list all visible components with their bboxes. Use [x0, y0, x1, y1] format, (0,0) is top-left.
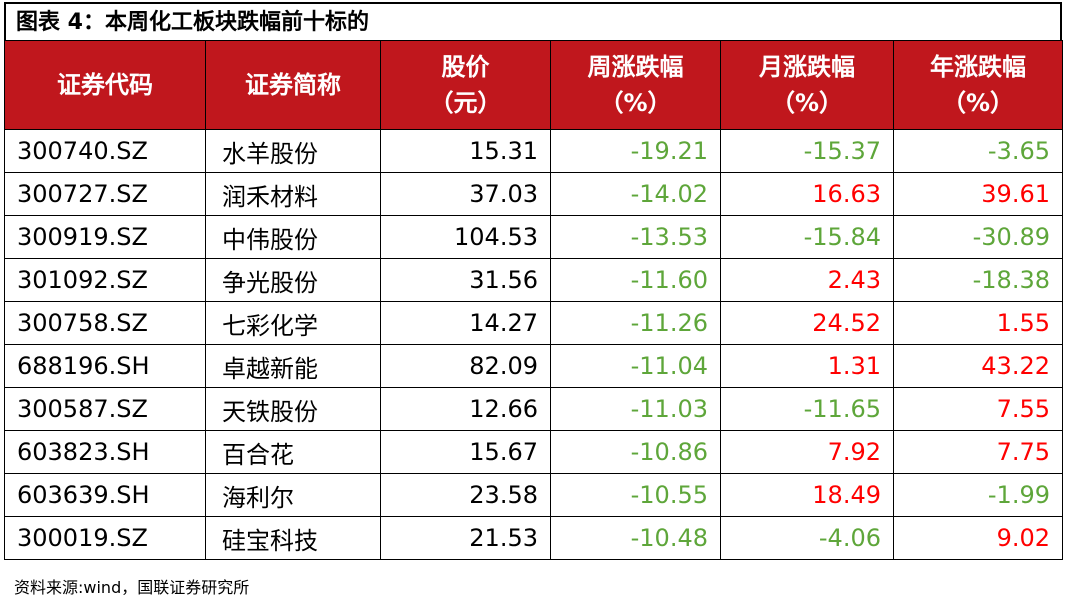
table-cell: 2.43: [721, 259, 894, 302]
table-row: 300587.SZ天铁股份12.66-11.03-11.657.55: [5, 388, 1063, 431]
table-cell: 15.67: [381, 431, 551, 474]
table-cell: 七彩化学: [206, 302, 381, 345]
table-cell: 43.22: [894, 345, 1063, 388]
table-cell: 7.92: [721, 431, 894, 474]
source-note: 资料来源:wind，国联证券研究所: [14, 574, 249, 598]
table-cell: 16.63: [721, 173, 894, 216]
table-row: 603823.SH百合花15.67-10.867.927.75: [5, 431, 1063, 474]
header-line: 证券简称: [206, 67, 380, 103]
table-cell: -15.84: [721, 216, 894, 259]
table-cell: -11.03: [551, 388, 721, 431]
table-cell: 7.55: [894, 388, 1063, 431]
table-cell: -11.04: [551, 345, 721, 388]
table-row: 300758.SZ七彩化学14.27-11.2624.521.55: [5, 302, 1063, 345]
header-line: 年涨跌幅: [894, 49, 1062, 85]
header-line: （%）: [551, 85, 720, 121]
table-cell: 18.49: [721, 474, 894, 517]
header-cell: 股价（元）: [381, 41, 551, 130]
header-line: （元）: [381, 85, 550, 121]
header-line: 证券代码: [5, 67, 205, 103]
table-cell: 争光股份: [206, 259, 381, 302]
header-cell: 证券简称: [206, 41, 381, 130]
table-cell: 润禾材料: [206, 173, 381, 216]
header-line: 月涨跌幅: [721, 49, 893, 85]
table-cell: 39.61: [894, 173, 1063, 216]
table-cell: 21.53: [381, 517, 551, 560]
figure: 图表 4：本周化工板块跌幅前十标的 证券代码证券简称股价（元）周涨跌幅（%）月涨…: [4, 2, 1062, 560]
table-cell: 37.03: [381, 173, 551, 216]
table-cell: 24.52: [721, 302, 894, 345]
table-cell: 301092.SZ: [5, 259, 206, 302]
table-cell: -10.48: [551, 517, 721, 560]
table-cell: -10.55: [551, 474, 721, 517]
table-cell: -13.53: [551, 216, 721, 259]
table-cell: 12.66: [381, 388, 551, 431]
header-line: （%）: [894, 85, 1062, 121]
table-row: 300919.SZ中伟股份104.53-13.53-15.84-30.89: [5, 216, 1063, 259]
table-cell: 300758.SZ: [5, 302, 206, 345]
table-row: 603639.SH海利尔23.58-10.5518.49-1.99: [5, 474, 1063, 517]
table-cell: 300740.SZ: [5, 130, 206, 173]
table-cell: 天铁股份: [206, 388, 381, 431]
table-cell: 9.02: [894, 517, 1063, 560]
table-cell: 7.75: [894, 431, 1063, 474]
header-line: 周涨跌幅: [551, 49, 720, 85]
table-cell: 百合花: [206, 431, 381, 474]
table-cell: -14.02: [551, 173, 721, 216]
title: 图表 4：本周化工板块跌幅前十标的: [4, 2, 1062, 40]
table-cell: 603639.SH: [5, 474, 206, 517]
header-line: （%）: [721, 85, 893, 121]
table-cell: 31.56: [381, 259, 551, 302]
header-cell: 年涨跌幅（%）: [894, 41, 1063, 130]
table-cell: 1.55: [894, 302, 1063, 345]
table-cell: -19.21: [551, 130, 721, 173]
table-row: 301092.SZ争光股份31.56-11.602.43-18.38: [5, 259, 1063, 302]
table-cell: 卓越新能: [206, 345, 381, 388]
table-cell: -10.86: [551, 431, 721, 474]
table-cell: -4.06: [721, 517, 894, 560]
table-cell: -11.26: [551, 302, 721, 345]
table-cell: -18.38: [894, 259, 1063, 302]
table-cell: 23.58: [381, 474, 551, 517]
header-cell: 月涨跌幅（%）: [721, 41, 894, 130]
table-cell: -11.65: [721, 388, 894, 431]
table-cell: 硅宝科技: [206, 517, 381, 560]
table: 证券代码证券简称股价（元）周涨跌幅（%）月涨跌幅（%）年涨跌幅（%） 30074…: [4, 40, 1063, 560]
table-cell: 中伟股份: [206, 216, 381, 259]
header-cell: 证券代码: [5, 41, 206, 130]
header-line: 股价: [381, 49, 550, 85]
header-cell: 周涨跌幅（%）: [551, 41, 721, 130]
table-row: 300727.SZ润禾材料37.03-14.0216.6339.61: [5, 173, 1063, 216]
table-cell: 300919.SZ: [5, 216, 206, 259]
table-cell: 1.31: [721, 345, 894, 388]
table-row: 300740.SZ水羊股份15.31-19.21-15.37-3.65: [5, 130, 1063, 173]
table-cell: -3.65: [894, 130, 1063, 173]
table-cell: 15.31: [381, 130, 551, 173]
table-cell: 603823.SH: [5, 431, 206, 474]
table-cell: 海利尔: [206, 474, 381, 517]
table-cell: -30.89: [894, 216, 1063, 259]
header-row: 证券代码证券简称股价（元）周涨跌幅（%）月涨跌幅（%）年涨跌幅（%）: [5, 41, 1063, 130]
table-cell: 82.09: [381, 345, 551, 388]
table-row: 300019.SZ硅宝科技21.53-10.48-4.069.02: [5, 517, 1063, 560]
table-cell: 300587.SZ: [5, 388, 206, 431]
table-body: 300740.SZ水羊股份15.31-19.21-15.37-3.6530072…: [5, 130, 1063, 560]
table-cell: 688196.SH: [5, 345, 206, 388]
table-cell: -15.37: [721, 130, 894, 173]
table-cell: 水羊股份: [206, 130, 381, 173]
table-cell: 104.53: [381, 216, 551, 259]
table-cell: 300019.SZ: [5, 517, 206, 560]
table-row: 688196.SH卓越新能82.09-11.041.3143.22: [5, 345, 1063, 388]
table-cell: -1.99: [894, 474, 1063, 517]
table-cell: 300727.SZ: [5, 173, 206, 216]
table-cell: 14.27: [381, 302, 551, 345]
table-cell: -11.60: [551, 259, 721, 302]
